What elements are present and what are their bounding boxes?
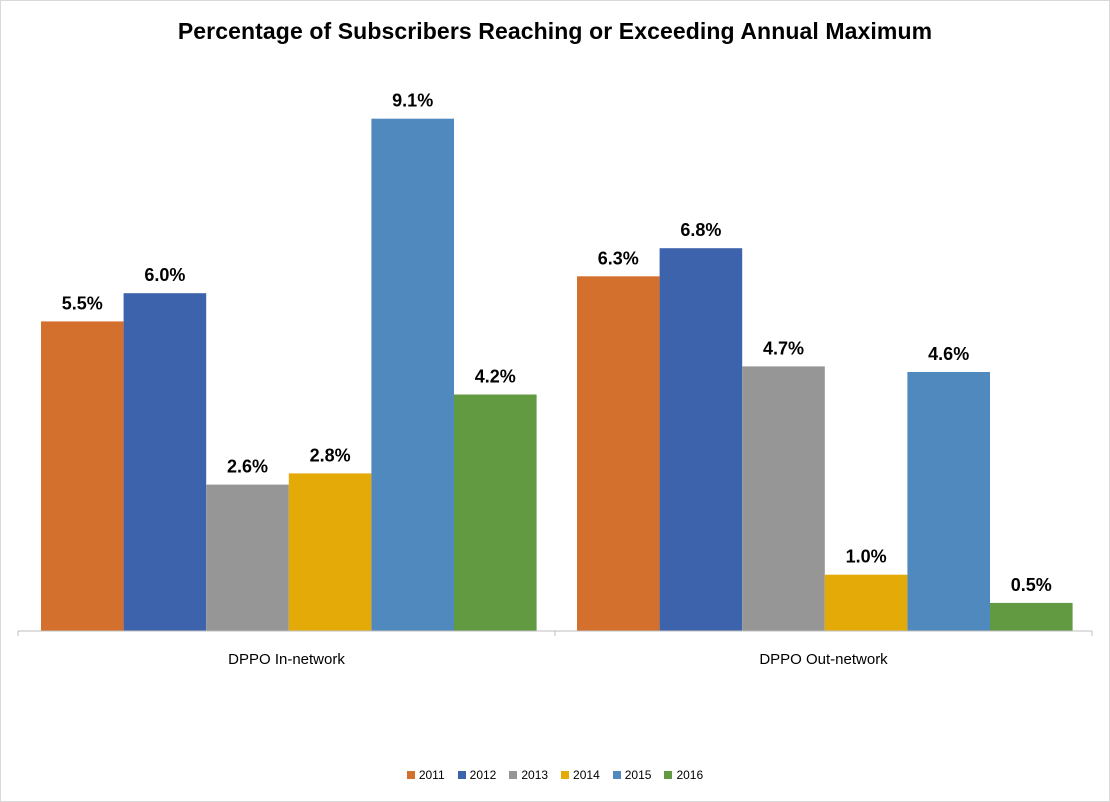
- category-label-in-network: DPPO In-network: [228, 651, 345, 668]
- legend-item-2012: 2012: [457, 768, 497, 782]
- bar-2015-out-network: [907, 372, 990, 631]
- legend-item-2015: 2015: [612, 768, 652, 782]
- data-label-2016-out-network: 0.5%: [1011, 575, 1052, 595]
- legend-swatch: [406, 771, 415, 779]
- legend-item-2014: 2014: [561, 768, 600, 782]
- legend-label: 2013: [521, 768, 549, 782]
- legend-label: 2015: [624, 768, 652, 782]
- legend-swatch: [561, 771, 570, 779]
- data-label-2014-out-network: 1.0%: [846, 547, 887, 567]
- legend-label: 2012: [469, 768, 497, 782]
- legend-swatch: [457, 771, 466, 779]
- category-label-out-network: DPPO Out-network: [759, 651, 888, 668]
- bar-2013-in-network: [206, 484, 289, 631]
- data-label-2016-in-network: 4.2%: [475, 367, 516, 387]
- legend-item-2013: 2013: [509, 768, 548, 782]
- chart-legend: 2011 2012 2013 2014 2015 2016: [0, 768, 1110, 782]
- bar-2012-in-network: [123, 293, 207, 631]
- bar-2013-out-network: [742, 366, 825, 631]
- data-label-2013-in-network: 2.6%: [227, 457, 268, 477]
- bar-2011-in-network: [41, 321, 124, 631]
- chart-title: Percentage of Subscribers Reaching or Ex…: [177, 18, 933, 44]
- bar-2015-in-network: [371, 118, 454, 631]
- legend-swatch: [509, 771, 518, 779]
- bar-2014-in-network: [288, 473, 372, 631]
- legend-swatch: [612, 771, 621, 779]
- legend-label: 2011: [418, 768, 445, 782]
- bar-2012-out-network: [659, 248, 743, 631]
- bar-2011-out-network: [577, 276, 660, 631]
- data-label-2012-in-network: 6.0%: [144, 265, 185, 285]
- bar-2014-out-network: [824, 574, 908, 631]
- data-label-2011-in-network: 5.5%: [62, 293, 103, 313]
- bar-2016-out-network: [990, 602, 1073, 631]
- data-label-2015-in-network: 9.1%: [392, 91, 433, 111]
- data-label-2013-out-network: 4.7%: [763, 338, 804, 358]
- legend-item-2011: 2011: [406, 768, 445, 782]
- data-label-2015-out-network: 4.6%: [928, 344, 969, 364]
- data-label-2011-out-network: 6.3%: [598, 248, 639, 268]
- bar-chart: 5.5% 6.3% 6.0% 6.8% 2.6% 4.7% 2.8% 1.0% 9.1% 4.6%…: [17, 91, 1093, 668]
- data-label-2012-out-network: 6.8%: [680, 220, 721, 240]
- data-label-2014-in-network: 2.8%: [310, 445, 351, 465]
- legend-swatch: [664, 771, 673, 779]
- legend-item-2016: 2016: [664, 768, 703, 782]
- legend-label: 2016: [676, 768, 704, 782]
- bar-2016-in-network: [454, 394, 537, 631]
- legend-label: 2014: [573, 768, 600, 782]
